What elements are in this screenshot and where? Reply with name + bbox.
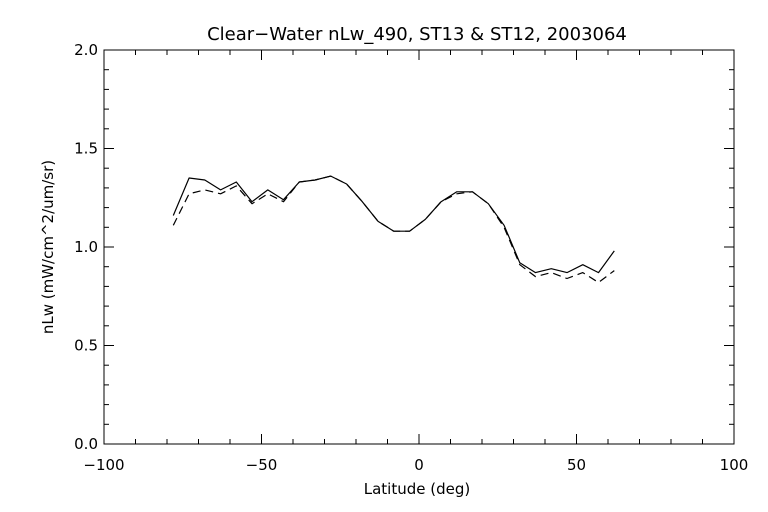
x-tick-label: −100 xyxy=(83,456,124,474)
x-axis-label: Latitude (deg) xyxy=(364,480,470,498)
series-group xyxy=(172,175,615,284)
x-tick-label: 50 xyxy=(567,456,586,474)
y-tick-label: 2.0 xyxy=(74,41,98,59)
series-line-solid xyxy=(172,175,615,274)
tick-labels: −100 −50 0 50 100 0.0 0.5 1.0 1.5 2.0 xyxy=(74,41,748,474)
series-line-dashed xyxy=(172,175,615,284)
y-axis-label: nLw (mW/cm^2/um/sr) xyxy=(39,160,57,334)
y-tick-label: 0.0 xyxy=(74,435,98,453)
y-tick-label: 0.5 xyxy=(74,337,98,355)
x-tick-label: 100 xyxy=(720,456,749,474)
x-tick-label: 0 xyxy=(414,456,424,474)
x-tick-label: −50 xyxy=(246,456,278,474)
y-tick-label: 1.0 xyxy=(74,238,98,256)
y-tick-label: 1.5 xyxy=(74,140,98,158)
axis-ticks xyxy=(103,49,735,445)
plot-frame xyxy=(103,49,735,445)
chart-title: Clear−Water nLw_490, ST13 & ST12, 200306… xyxy=(207,24,627,45)
